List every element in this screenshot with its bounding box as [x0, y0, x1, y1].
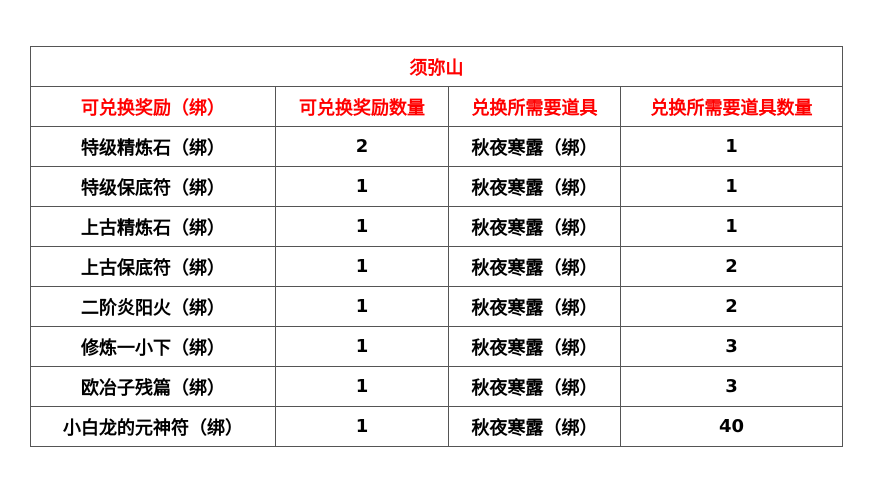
required-quantity-cell: 2 — [620, 286, 843, 327]
required-item-cell: 秋夜寒露（绑） — [448, 366, 621, 407]
reward-quantity-cell: 1 — [275, 366, 449, 407]
required-item-cell: 秋夜寒露（绑） — [448, 206, 621, 247]
reward-cell: 上古保底符（绑） — [30, 246, 276, 287]
reward-cell: 二阶炎阳火（绑） — [30, 286, 276, 327]
header-reward: 可兑换奖励（绑） — [30, 86, 276, 127]
reward-cell: 特级精炼石（绑） — [30, 126, 276, 167]
table-row: 欧冶子残篇（绑） 1 秋夜寒露（绑） 3 — [30, 366, 843, 407]
reward-quantity-cell: 1 — [275, 286, 449, 327]
table-row: 上古保底符（绑） 1 秋夜寒露（绑） 2 — [30, 246, 843, 287]
reward-quantity-cell: 1 — [275, 206, 449, 247]
required-quantity-cell: 40 — [620, 406, 843, 447]
header-required-item: 兑换所需要道具 — [448, 86, 621, 127]
reward-cell: 特级保底符（绑） — [30, 166, 276, 207]
title-row: 须弥山 — [30, 46, 843, 87]
reward-quantity-cell: 1 — [275, 406, 449, 447]
required-quantity-cell: 3 — [620, 326, 843, 367]
reward-quantity-cell: 2 — [275, 126, 449, 167]
exchange-table: 须弥山 可兑换奖励（绑） 可兑换奖励数量 兑换所需要道具 兑换所需要道具数量 特… — [30, 46, 843, 447]
required-item-cell: 秋夜寒露（绑） — [448, 246, 621, 287]
required-quantity-cell: 1 — [620, 206, 843, 247]
table-row: 上古精炼石（绑） 1 秋夜寒露（绑） 1 — [30, 206, 843, 247]
table-row: 小白龙的元神符（绑） 1 秋夜寒露（绑） 40 — [30, 406, 843, 447]
required-item-cell: 秋夜寒露（绑） — [448, 126, 621, 167]
header-required-quantity: 兑换所需要道具数量 — [620, 86, 843, 127]
required-item-cell: 秋夜寒露（绑） — [448, 326, 621, 367]
required-quantity-cell: 1 — [620, 166, 843, 207]
table-row: 特级保底符（绑） 1 秋夜寒露（绑） 1 — [30, 166, 843, 207]
reward-quantity-cell: 1 — [275, 326, 449, 367]
reward-cell: 欧冶子残篇（绑） — [30, 366, 276, 407]
reward-cell: 修炼一小下（绑） — [30, 326, 276, 367]
required-item-cell: 秋夜寒露（绑） — [448, 406, 621, 447]
required-quantity-cell: 2 — [620, 246, 843, 287]
table-row: 二阶炎阳火（绑） 1 秋夜寒露（绑） 2 — [30, 286, 843, 327]
required-item-cell: 秋夜寒露（绑） — [448, 166, 621, 207]
required-item-cell: 秋夜寒露（绑） — [448, 286, 621, 327]
table-row: 修炼一小下（绑） 1 秋夜寒露（绑） 3 — [30, 326, 843, 367]
header-row: 可兑换奖励（绑） 可兑换奖励数量 兑换所需要道具 兑换所需要道具数量 — [30, 86, 843, 127]
reward-cell: 小白龙的元神符（绑） — [30, 406, 276, 447]
header-reward-quantity: 可兑换奖励数量 — [275, 86, 449, 127]
table-row: 特级精炼石（绑） 2 秋夜寒露（绑） 1 — [30, 126, 843, 167]
required-quantity-cell: 3 — [620, 366, 843, 407]
reward-cell: 上古精炼石（绑） — [30, 206, 276, 247]
reward-quantity-cell: 1 — [275, 166, 449, 207]
reward-quantity-cell: 1 — [275, 246, 449, 287]
table-title: 须弥山 — [30, 46, 843, 87]
required-quantity-cell: 1 — [620, 126, 843, 167]
